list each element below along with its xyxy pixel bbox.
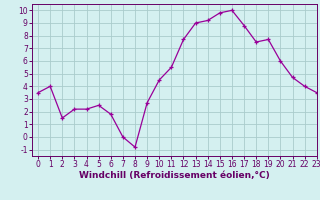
X-axis label: Windchill (Refroidissement éolien,°C): Windchill (Refroidissement éolien,°C) xyxy=(79,171,270,180)
